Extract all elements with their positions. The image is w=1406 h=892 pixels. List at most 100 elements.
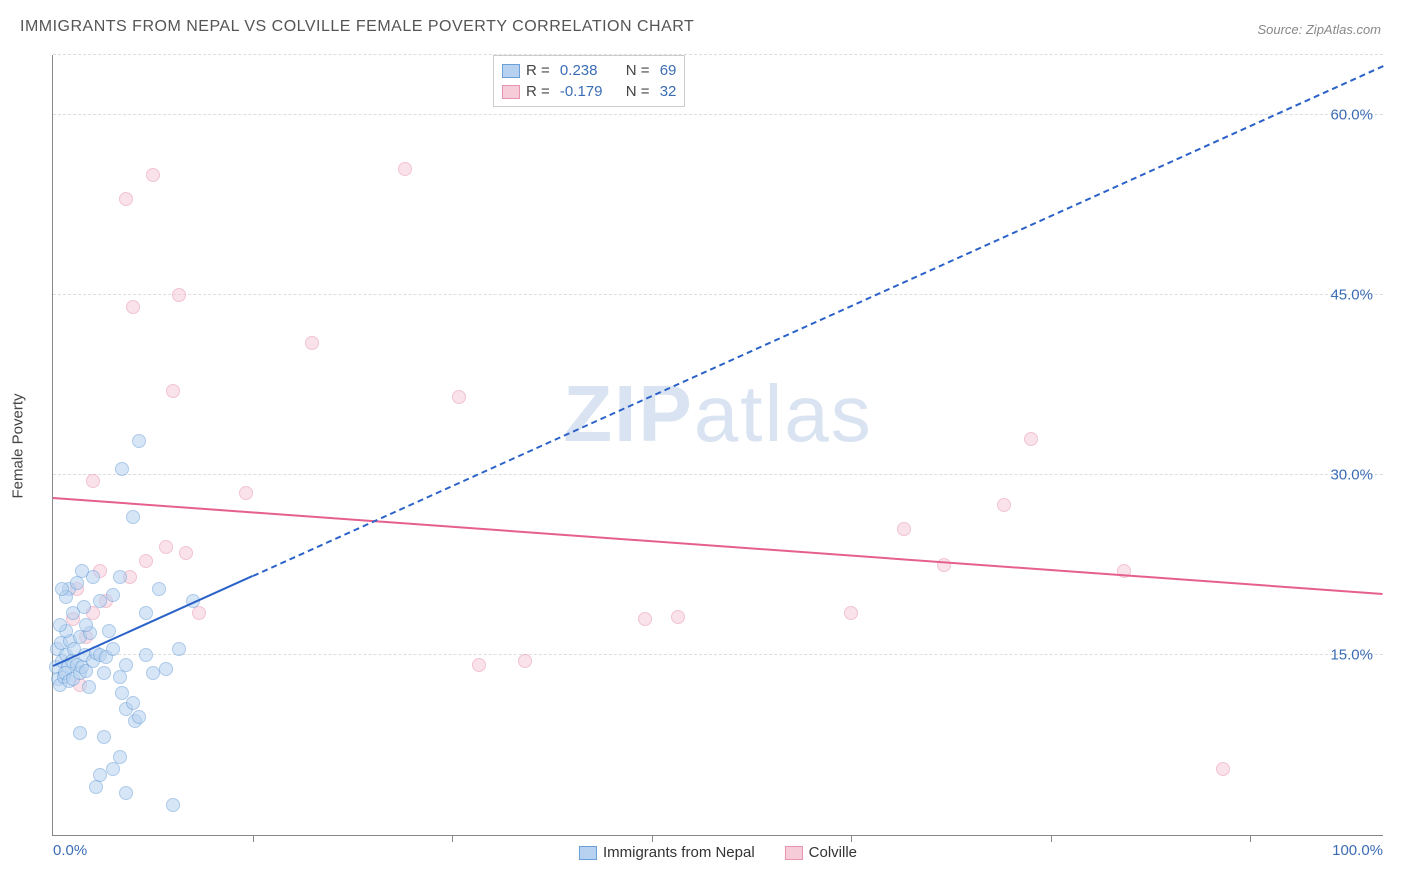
data-point-nepal — [97, 730, 111, 744]
legend-label: Immigrants from Nepal — [603, 844, 755, 861]
r-value: 0.238 — [556, 62, 610, 79]
data-point-nepal — [152, 582, 166, 596]
x-tick-label: 100.0% — [1332, 842, 1383, 859]
data-point-colville — [671, 610, 685, 624]
data-point-colville — [997, 498, 1011, 512]
data-point-nepal — [146, 666, 160, 680]
n-label: N = — [626, 83, 650, 100]
series-legend: Immigrants from Nepal Colville — [579, 844, 857, 861]
n-value: 69 — [656, 62, 677, 79]
data-point-colville — [518, 654, 532, 668]
data-point-colville — [179, 546, 193, 560]
gridline-horizontal — [53, 294, 1383, 295]
data-point-nepal — [73, 726, 87, 740]
legend-item-colville: Colville — [785, 844, 857, 861]
data-point-colville — [239, 486, 253, 500]
data-point-nepal — [93, 594, 107, 608]
gridline-horizontal — [53, 114, 1383, 115]
data-point-colville — [638, 612, 652, 626]
stats-row-nepal: R = 0.238 N = 69 — [502, 60, 676, 81]
data-point-nepal — [75, 564, 89, 578]
x-tick-label: 0.0% — [53, 842, 87, 859]
data-point-nepal — [106, 588, 120, 602]
x-tick — [253, 835, 254, 842]
watermark-bold: ZIP — [563, 369, 693, 458]
data-point-nepal — [113, 750, 127, 764]
data-point-nepal — [53, 618, 67, 632]
x-tick — [851, 835, 852, 842]
swatch-nepal — [502, 64, 520, 78]
data-point-nepal — [159, 662, 173, 676]
data-point-colville — [139, 554, 153, 568]
data-point-colville — [192, 606, 206, 620]
n-value: 32 — [656, 83, 677, 100]
data-point-colville — [844, 606, 858, 620]
data-point-nepal — [66, 606, 80, 620]
gridline-horizontal — [53, 54, 1383, 55]
gridline-horizontal — [53, 474, 1383, 475]
data-point-colville — [159, 540, 173, 554]
watermark-rest: atlas — [694, 369, 873, 458]
data-point-nepal — [102, 624, 116, 638]
data-point-colville — [398, 162, 412, 176]
data-point-colville — [86, 474, 100, 488]
n-label: N = — [626, 62, 650, 79]
trendline-extrapolated — [252, 65, 1383, 577]
legend-label: Colville — [809, 844, 857, 861]
data-point-nepal — [79, 618, 93, 632]
data-point-nepal — [115, 462, 129, 476]
data-point-nepal — [166, 798, 180, 812]
y-tick-label: 30.0% — [1330, 467, 1373, 484]
data-point-nepal — [70, 576, 84, 590]
data-point-colville — [1024, 432, 1038, 446]
data-point-nepal — [119, 786, 133, 800]
data-point-colville — [119, 192, 133, 206]
data-point-colville — [1216, 762, 1230, 776]
stats-row-colville: R = -0.179 N = 32 — [502, 81, 676, 102]
x-tick — [1250, 835, 1251, 842]
data-point-nepal — [126, 510, 140, 524]
data-point-colville — [166, 384, 180, 398]
data-point-colville — [472, 658, 486, 672]
y-tick-label: 15.0% — [1330, 647, 1373, 664]
x-tick — [452, 835, 453, 842]
gridline-horizontal — [53, 654, 1383, 655]
y-tick-label: 45.0% — [1330, 287, 1373, 304]
r-label: R = — [526, 62, 550, 79]
data-point-colville — [146, 168, 160, 182]
data-point-colville — [897, 522, 911, 536]
data-point-nepal — [89, 780, 103, 794]
data-point-nepal — [132, 434, 146, 448]
data-point-nepal — [106, 762, 120, 776]
swatch-colville — [502, 85, 520, 99]
data-point-nepal — [113, 670, 127, 684]
data-point-colville — [126, 300, 140, 314]
data-point-nepal — [132, 710, 146, 724]
r-value: -0.179 — [556, 83, 610, 100]
data-point-colville — [172, 288, 186, 302]
data-point-nepal — [119, 658, 133, 672]
data-point-nepal — [126, 696, 140, 710]
data-point-nepal — [55, 582, 69, 596]
data-point-nepal — [106, 642, 120, 656]
chart-container: IMMIGRANTS FROM NEPAL VS COLVILLE FEMALE… — [0, 0, 1406, 892]
data-point-nepal — [113, 570, 127, 584]
data-point-nepal — [139, 606, 153, 620]
data-point-nepal — [82, 680, 96, 694]
data-point-colville — [452, 390, 466, 404]
plot-area: ZIPatlas R = 0.238 N = 69 R = -0.179 N = 32… — [52, 55, 1383, 836]
legend-item-nepal: Immigrants from Nepal — [579, 844, 755, 861]
r-label: R = — [526, 83, 550, 100]
data-point-nepal — [139, 648, 153, 662]
x-tick — [652, 835, 653, 842]
correlation-stats-legend: R = 0.238 N = 69 R = -0.179 N = 32 — [493, 55, 685, 107]
swatch-colville — [785, 846, 803, 860]
swatch-nepal — [579, 846, 597, 860]
x-tick — [1051, 835, 1052, 842]
source-label: Source: ZipAtlas.com — [1257, 22, 1381, 37]
y-axis-label: Female Poverty — [10, 393, 27, 498]
trendline — [53, 497, 1383, 595]
data-point-nepal — [172, 642, 186, 656]
y-tick-label: 60.0% — [1330, 107, 1373, 124]
data-point-nepal — [97, 666, 111, 680]
